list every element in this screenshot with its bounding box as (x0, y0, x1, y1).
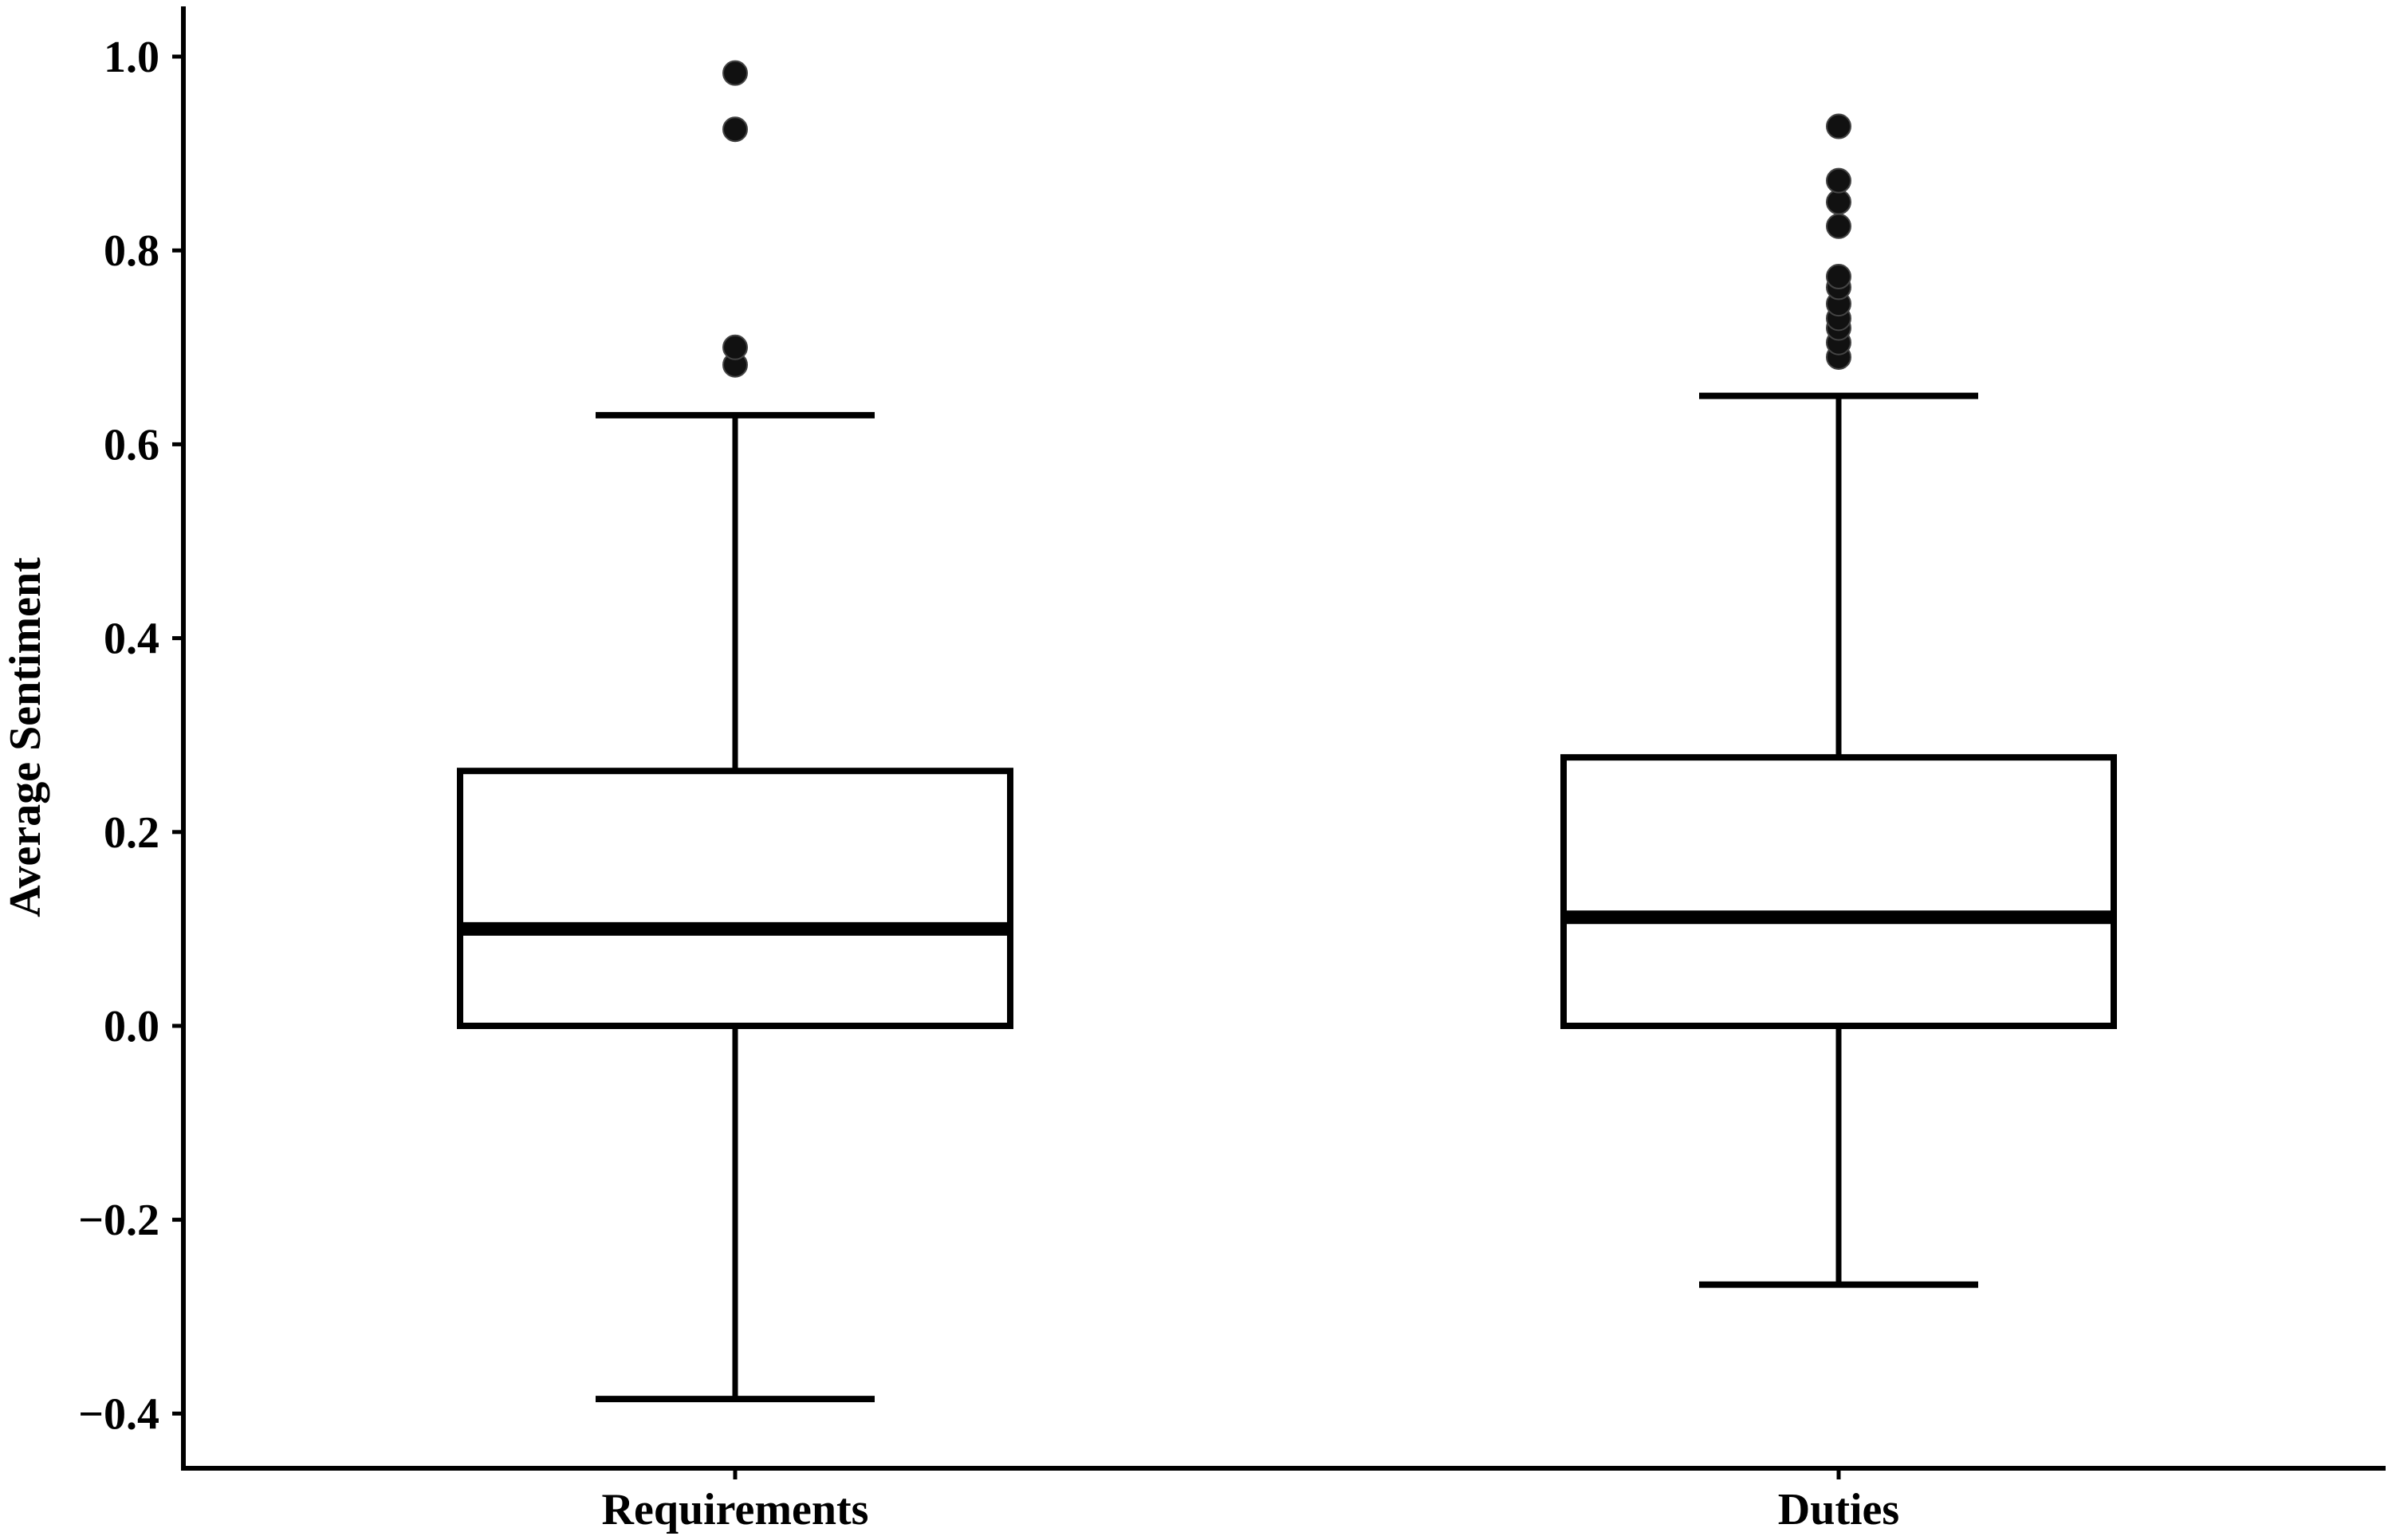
outlier-point (722, 334, 748, 360)
outlier-point (722, 60, 748, 86)
outlier-point (722, 116, 748, 143)
y-tick-label: −0.4 (78, 1389, 159, 1439)
y-tick-label: 0.2 (104, 808, 159, 858)
axes (181, 6, 2386, 1471)
outlier-point (1826, 189, 1851, 215)
y-tick-label: 0.6 (104, 420, 159, 469)
y-tick-label: 0.0 (104, 1002, 159, 1051)
y-tick-label: −0.2 (78, 1196, 159, 1245)
iqr-box (457, 768, 1013, 1030)
y-tick-label: 0.8 (104, 226, 159, 276)
boxes (457, 60, 2117, 1403)
y-tick-label: 1.0 (104, 33, 159, 82)
outlier-point (1826, 167, 1851, 194)
iqr-box (1560, 754, 2117, 1030)
box-group-duties (1560, 113, 2117, 1288)
y-ticks: −0.4 −0.2 0.0 0.2 0.4 0.6 0.8 1.0 (78, 33, 183, 1439)
y-tick-label: 0.4 (104, 615, 159, 664)
outlier-point (1826, 213, 1851, 239)
x-tick-label-requirements: Requirements (602, 1485, 869, 1534)
x-ticks: Requirements Duties (602, 1468, 1899, 1534)
outlier-point (1826, 264, 1851, 290)
box-group-requirements (457, 60, 1013, 1403)
x-tick-label-duties: Duties (1778, 1485, 1899, 1534)
y-axis-title: Average Sentiment (1, 557, 50, 917)
outlier-point (1826, 113, 1851, 139)
